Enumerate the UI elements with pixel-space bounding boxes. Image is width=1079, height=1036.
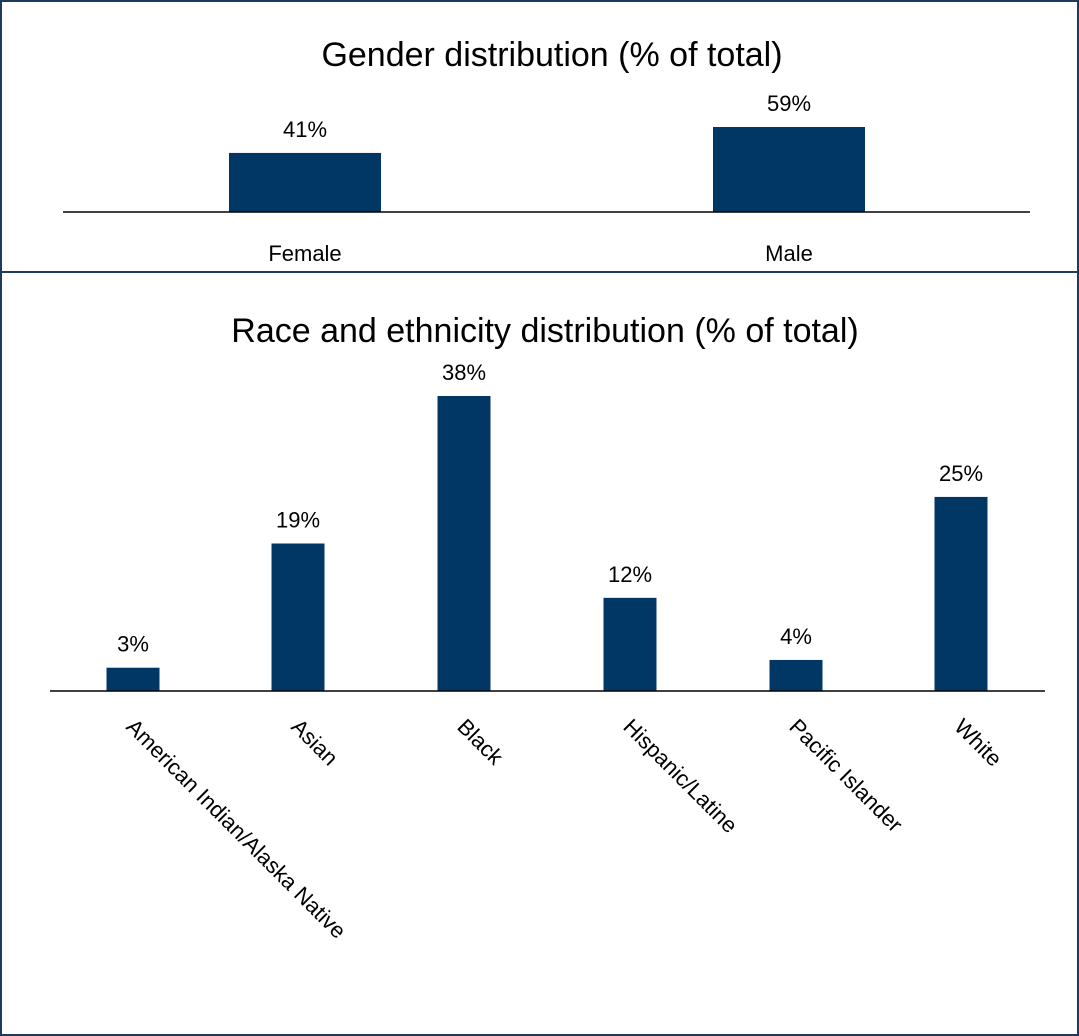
gender-data-label-female: 41% bbox=[283, 117, 327, 142]
gender-bars: 41% 59% bbox=[229, 91, 865, 212]
race-data-label-hispanic-latine: 12% bbox=[608, 562, 652, 587]
gender-tick-label-female: Female bbox=[268, 241, 341, 266]
gender-chart-title: Gender distribution (% of total) bbox=[321, 36, 782, 74]
race-data-label-white: 25% bbox=[939, 461, 983, 486]
race-bar-pacific-islander bbox=[769, 659, 823, 691]
gender-bar-female bbox=[229, 152, 381, 212]
race-tick-label-hispanic-latine: Hispanic/Latine bbox=[618, 714, 742, 838]
race-bars: 3% 19% 38% 12% 4% 25% bbox=[106, 360, 988, 691]
race-bar-american-indian-alaska-native bbox=[106, 667, 160, 691]
race-tick-label-asian: Asian bbox=[286, 714, 343, 771]
gender-x-tick-labels: Female Male bbox=[268, 241, 813, 266]
gender-chart: Gender distribution (% of total) 41%59% … bbox=[63, 36, 1030, 266]
race-chart: Race and ethnicity distribution (% of to… bbox=[50, 312, 1045, 943]
gender-bar-male bbox=[713, 127, 865, 212]
race-tick-label-pacific-islander: Pacific Islander bbox=[784, 714, 907, 837]
race-chart-title: Race and ethnicity distribution (% of to… bbox=[231, 312, 858, 350]
race-data-label-pacific-islander: 4% bbox=[780, 624, 812, 649]
race-tick-label-white: White bbox=[949, 714, 1006, 771]
race-bar-black bbox=[437, 396, 491, 691]
gender-data-label-male: 59% bbox=[767, 91, 811, 116]
race-data-label-american-indian-alaska-native: 3% bbox=[117, 632, 149, 657]
gender-tick-label-male: Male bbox=[765, 241, 813, 266]
race-data-label-black: 38% bbox=[442, 360, 486, 385]
race-bar-hispanic-latine bbox=[603, 597, 657, 691]
race-data-label-asian: 19% bbox=[276, 508, 320, 533]
race-bar-asian bbox=[271, 543, 325, 691]
race-tick-label-black: Black bbox=[452, 714, 508, 770]
race-bar-white bbox=[934, 496, 988, 691]
